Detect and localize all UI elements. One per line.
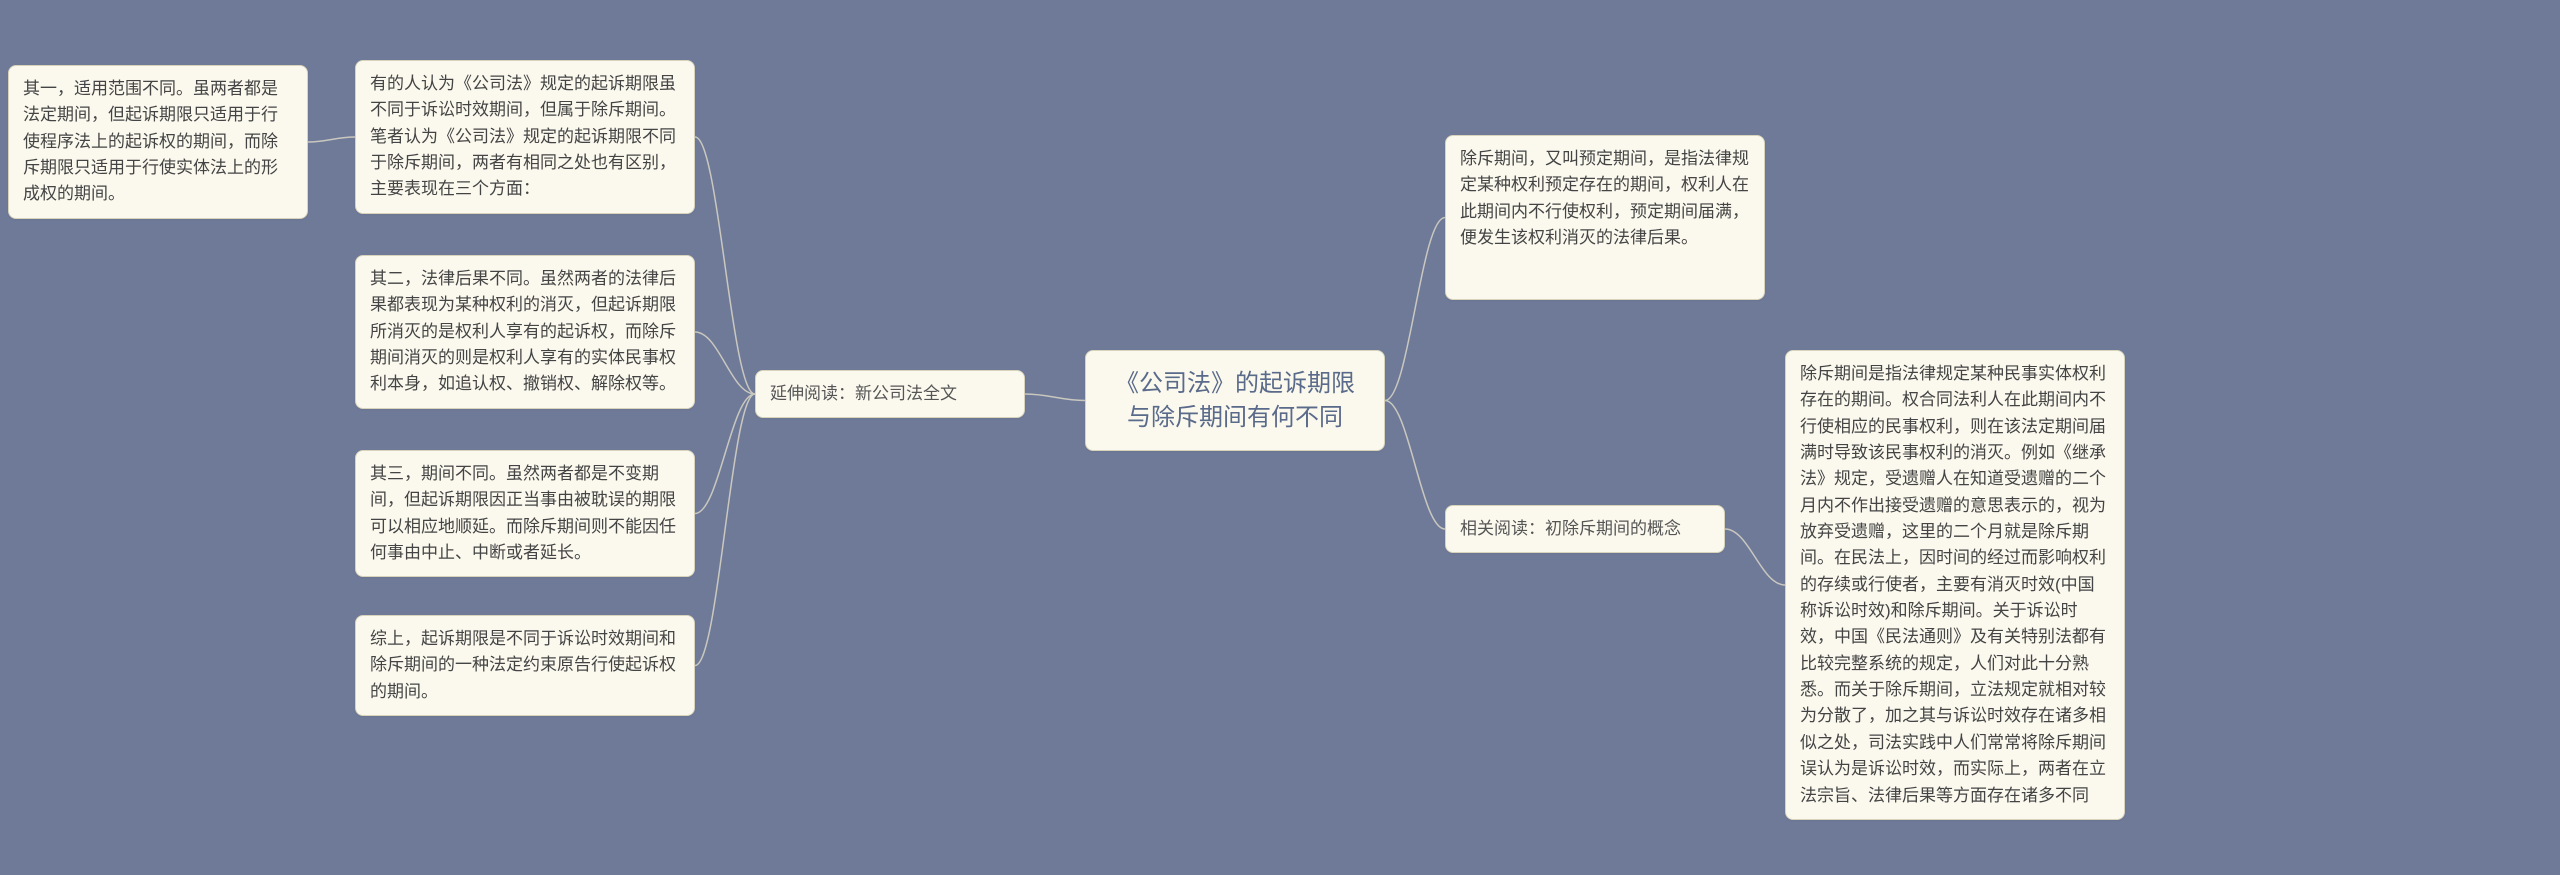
connector-root-r2 [1385, 401, 1445, 530]
mindmap-node-l1a[interactable]: 有的人认为《公司法》规定的起诉期限虽不同于诉讼时效期间，但属于除斥期间。笔者认为… [355, 60, 695, 214]
connector-l1-l1d [695, 394, 755, 666]
mindmap-node-r1[interactable]: 除斥期间，又叫预定期间，是指法律规定某种权利预定存在的期间，权利人在此期间内不行… [1445, 135, 1765, 300]
mindmap-node-l1c[interactable]: 其三，期间不同。虽然两者都是不变期间，但起诉期限因正当事由被耽误的期限可以相应地… [355, 450, 695, 577]
mindmap-node-root[interactable]: 《公司法》的起诉期限与除斥期间有何不同 [1085, 350, 1385, 451]
connector-root-r1 [1385, 218, 1445, 401]
mindmap-node-l1d[interactable]: 综上，起诉期限是不同于诉讼时效期间和除斥期间的一种法定约束原告行使起诉权的期间。 [355, 615, 695, 716]
connector-l1-l1c [695, 394, 755, 514]
mindmap-node-r2a[interactable]: 除斥期间是指法律规定某种民事实体权利存在的期间。权合同法利人在此期间内不行使相应… [1785, 350, 2125, 820]
connector-l1-l1a [695, 137, 755, 394]
connector-r2-r2a [1725, 529, 1785, 585]
connector-l1-l1b [695, 332, 755, 394]
mindmap-node-l1b[interactable]: 其二，法律后果不同。虽然两者的法律后果都表现为某种权利的消灭，但起诉期限所消灭的… [355, 255, 695, 409]
mindmap-node-l1a1[interactable]: 其一，适用范围不同。虽两者都是法定期间，但起诉期限只适用于行使程序法上的起诉权的… [8, 65, 308, 219]
connector-l1a-l1a1 [308, 137, 355, 142]
mindmap-node-l1[interactable]: 延伸阅读：新公司法全文 [755, 370, 1025, 418]
connector-root-l1 [1025, 394, 1085, 401]
mindmap-node-r2[interactable]: 相关阅读：初除斥期间的概念 [1445, 505, 1725, 553]
